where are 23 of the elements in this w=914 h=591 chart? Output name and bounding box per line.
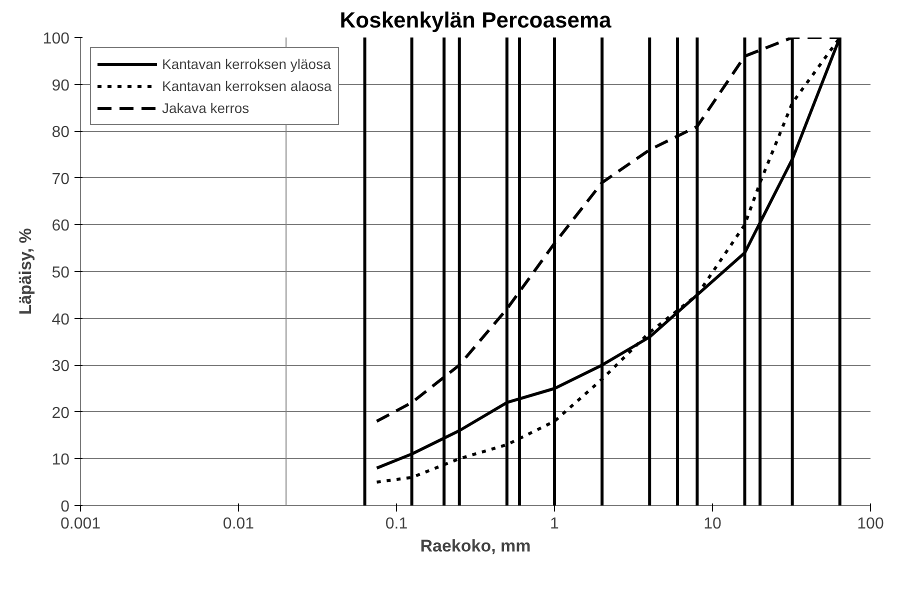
- y-tick-label: 30: [52, 358, 70, 376]
- y-tick-label: 100: [42, 30, 70, 48]
- legend-label: Kantavan kerroksen yläosa: [162, 56, 331, 72]
- x-tick-label: 0.001: [60, 516, 101, 532]
- x-tick-label: 0.01: [222, 516, 254, 532]
- x-tick-label: 10: [704, 516, 722, 532]
- x-tick-label: 100: [857, 516, 884, 532]
- y-tick-label: 80: [52, 124, 70, 142]
- y-tick-label: 40: [52, 311, 70, 328]
- y-axis-title: Läpäisy, %: [16, 228, 35, 315]
- legend-label: Jakava kerros: [162, 100, 250, 116]
- y-tick-label: 0: [60, 498, 70, 516]
- y-tick-label: 60: [52, 218, 70, 235]
- x-axis-title: Raekoko, mm: [420, 536, 531, 556]
- y-tick-label: 10: [52, 452, 70, 469]
- y-tick-label: 90: [52, 77, 70, 94]
- legend-label: Kantavan kerroksen alaosa: [162, 78, 332, 94]
- x-tick-label: 1: [550, 516, 560, 532]
- y-tick-label: 70: [52, 170, 70, 188]
- y-tick-label: 50: [52, 264, 70, 282]
- chart-title: Koskenkylän Percoasema: [340, 8, 612, 32]
- y-tick-label: 20: [52, 404, 70, 422]
- x-tick-label: 0.1: [385, 516, 408, 532]
